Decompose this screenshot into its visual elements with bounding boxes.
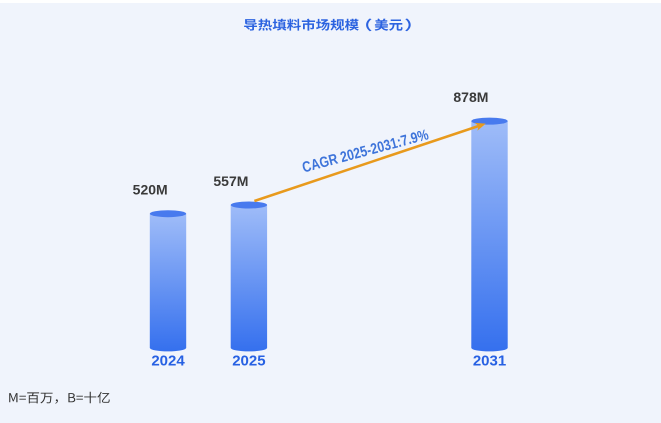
svg-text:557M: 557M — [213, 173, 248, 189]
svg-text:2024: 2024 — [151, 352, 185, 369]
svg-text:520M: 520M — [133, 182, 168, 198]
svg-text:878M: 878M — [453, 89, 488, 105]
svg-text:CAGR 2025-2031:7.9%: CAGR 2025-2031:7.9% — [300, 126, 430, 176]
svg-text:2025: 2025 — [232, 352, 265, 369]
svg-text:2031: 2031 — [473, 352, 506, 369]
